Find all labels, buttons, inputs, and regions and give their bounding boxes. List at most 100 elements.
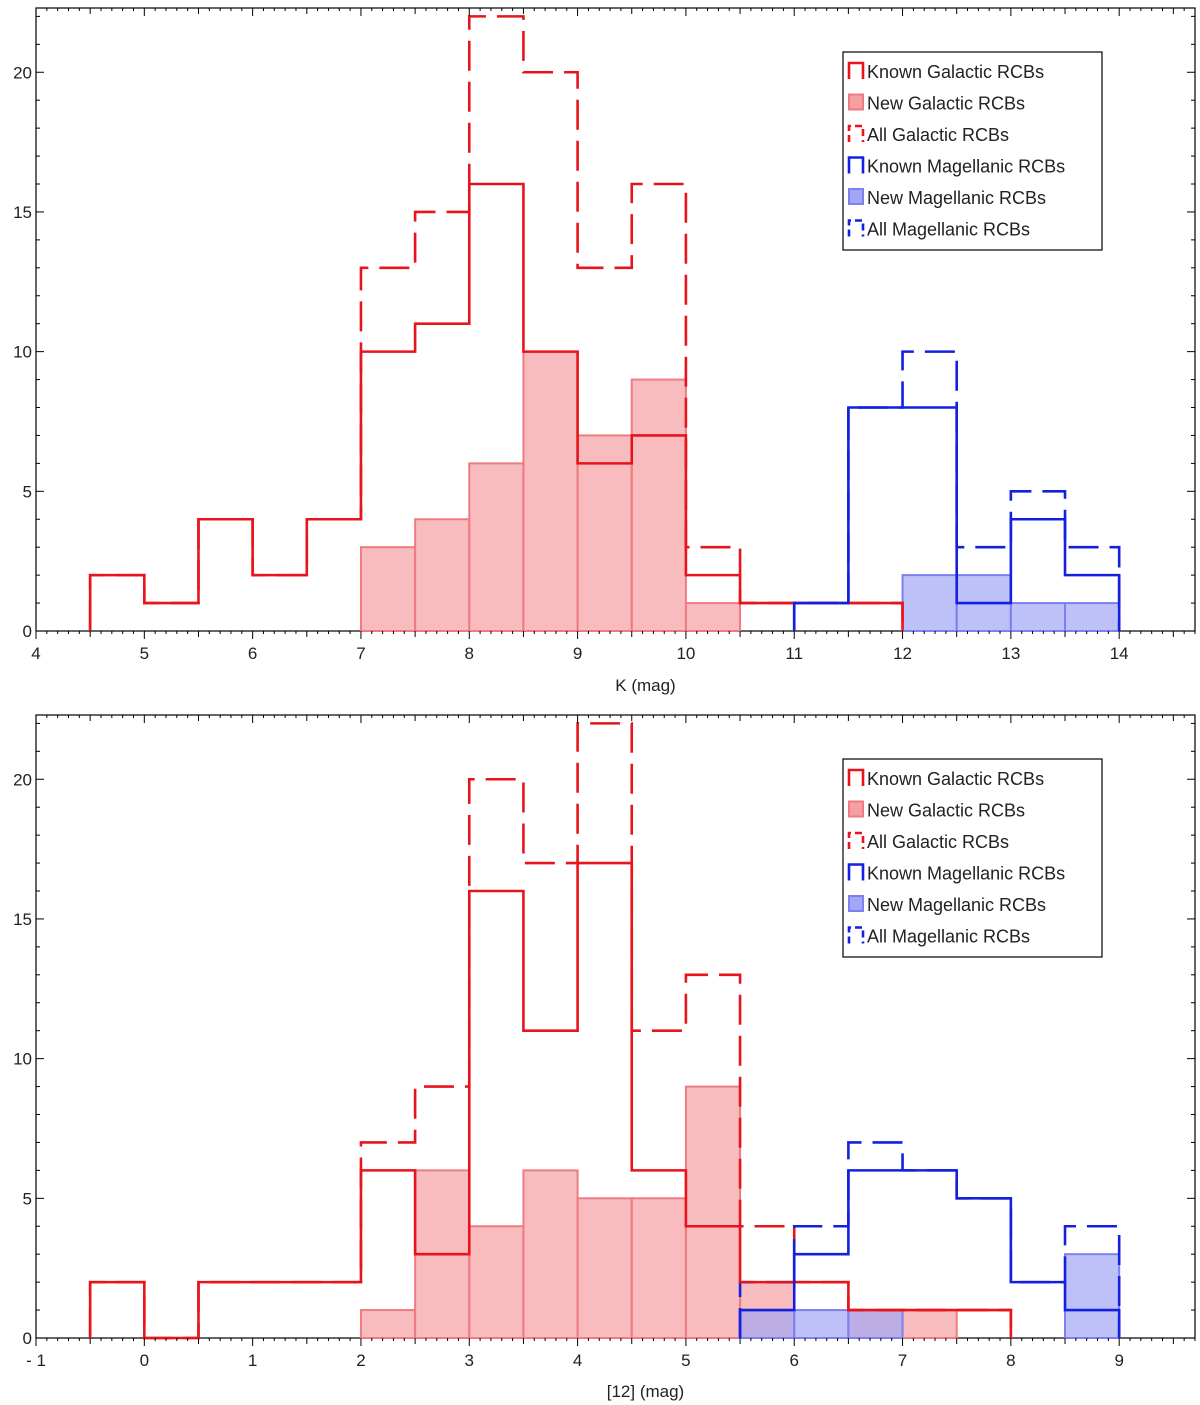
12-micron-magnitude-histogram-panel: - 1 0 1 2 3 4 5 6 7 8 9 [12] (mag) 0 5 10 15 20 Known Gal… [13, 714, 1196, 1401]
legend-swatch [847, 124, 865, 142]
bar-new-galactic-rcbs-bin-5 [630, 1197, 687, 1339]
y-tick-label: 10 [13, 343, 32, 362]
y-tick-label: 15 [13, 203, 32, 222]
bar-new-galactic-rcbs-bin-5 [630, 378, 687, 633]
x-tick-label: 9 [573, 644, 582, 663]
legend-item-known-magellanic-rcbs: Known Magellanic RCBs [847, 156, 1065, 177]
bar-new-magellanic-rcbs-bin-2 [1009, 602, 1067, 633]
x-tick-label: 3 [465, 1351, 474, 1370]
x-tick-label: 7 [356, 644, 365, 663]
legend-item-new-galactic-rcbs: New Galactic RCBs [848, 93, 1025, 114]
x-tick-label: 5 [681, 1351, 690, 1370]
x-axis: 4 5 6 7 8 9 10 11 12 13 14 K (mag) [31, 8, 1196, 695]
legend-label: All Magellanic RCBs [867, 927, 1030, 947]
bar-new-galactic-rcbs-bin-1 [414, 518, 471, 632]
y-axis: 0 5 10 15 20 [13, 722, 1195, 1348]
bar-new-magellanic-rcbs-bin-3 [1064, 602, 1121, 633]
legend-label: New Galactic RCBs [867, 801, 1025, 821]
x-tick-label: 6 [248, 644, 257, 663]
bar-new-galactic-rcbs-bin-3 [522, 1169, 579, 1340]
bar-new-galactic-rcbs-bin-0 [359, 546, 417, 633]
y-tick-label: 5 [23, 482, 32, 501]
bar-new-magellanic-rcbs-bin-6 [1064, 1253, 1121, 1340]
bar-new-galactic-rcbs-bin-6 [684, 1085, 742, 1340]
legend-swatch [848, 800, 864, 818]
legend-item-new-magellanic-rcbs: New Magellanic RCBs [848, 188, 1046, 208]
y-tick-label: 0 [23, 1329, 32, 1348]
y-tick-label: 15 [13, 910, 32, 929]
x-tick-label: 11 [785, 644, 803, 663]
x-tick-label: 4 [31, 644, 40, 663]
legend-label: New Magellanic RCBs [867, 188, 1046, 208]
bar-new-galactic-rcbs-bin-2 [468, 462, 525, 632]
k-magnitude-histogram-panel: 4 5 6 7 8 9 10 11 12 13 14 K (mag) 0 5 10 15 20 Known Gal… [13, 7, 1196, 695]
bar-new-galactic-rcbs-bin-2 [468, 1225, 525, 1339]
legend-item-known-galactic-rcbs: Known Galactic RCBs [847, 768, 1044, 789]
legend-box [842, 758, 1103, 958]
legend-label: All Galactic RCBs [867, 832, 1009, 852]
y-tick-label: 5 [23, 1189, 32, 1208]
legend-swatch [847, 863, 865, 881]
x-tick-label: 7 [898, 1351, 907, 1370]
legend-swatch [847, 156, 865, 174]
legend-item-all-magellanic-rcbs: All Magellanic RCBs [847, 926, 1030, 947]
legend-swatch [847, 768, 865, 786]
bar-new-magellanic-rcbs-bin-0 [739, 1309, 796, 1339]
x-axis-label: K (mag) [615, 676, 675, 695]
x-tick-label: 13 [1001, 644, 1020, 663]
y-tick-label: 20 [13, 770, 32, 789]
legend-swatch [847, 61, 865, 79]
y-tick-label: 0 [23, 622, 32, 641]
bar-new-magellanic-rcbs-bin-2 [847, 1309, 904, 1339]
x-tick-label: 10 [676, 644, 695, 663]
legend-item-all-galactic-rcbs: All Galactic RCBs [847, 831, 1009, 852]
bar-new-magellanic-rcbs-bin-0 [901, 574, 958, 632]
step-line-known-galactic-rcbs [88, 182, 904, 631]
x-axis-label: [12] (mag) [607, 1382, 684, 1401]
x-tick-label: 0 [140, 1351, 149, 1370]
x-tick-label: 12 [893, 644, 912, 663]
step-line-known-magellanic-rcbs [792, 406, 1121, 631]
x-tick-label: 6 [789, 1351, 798, 1370]
bar-new-magellanic-rcbs-bin-1 [793, 1309, 850, 1339]
bar-new-galactic-rcbs-bin-0 [359, 1309, 417, 1339]
y-tick-label: 10 [13, 1050, 32, 1069]
step-line-known-galactic-rcbs [88, 861, 1013, 1340]
bar-new-galactic-rcbs-bin-3 [522, 350, 579, 632]
legend-swatch [848, 93, 864, 111]
legend-swatch [847, 219, 865, 237]
legend-item-new-galactic-rcbs: New Galactic RCBs [848, 800, 1025, 821]
legend-label: Known Magellanic RCBs [867, 864, 1065, 884]
x-tick-label: 9 [1114, 1351, 1123, 1370]
x-tick-label: - 1 [26, 1351, 46, 1370]
x-tick-label: 5 [140, 644, 149, 663]
legend-label: New Magellanic RCBs [867, 895, 1046, 915]
step-line-all-magellanic-rcbs [738, 1141, 1121, 1338]
legend-label: All Magellanic RCBs [867, 220, 1030, 240]
bar-new-galactic-rcbs-bin-10 [901, 1309, 958, 1339]
step-line-known-magellanic-rcbs [738, 1169, 1121, 1338]
bar-new-galactic-rcbs-bin-4 [576, 434, 633, 632]
legend-item-new-magellanic-rcbs: New Magellanic RCBs [848, 895, 1046, 915]
legend-label: All Galactic RCBs [867, 125, 1009, 145]
x-tick-label: 14 [1110, 644, 1129, 663]
bar-new-galactic-rcbs-bin-4 [576, 1197, 633, 1339]
legend-label: Known Galactic RCBs [867, 769, 1044, 789]
y-tick-label: 20 [13, 63, 32, 82]
legend-item-all-magellanic-rcbs: All Magellanic RCBs [847, 219, 1030, 240]
series-new-magellanic-rcbs [901, 574, 1121, 633]
legend-item-known-magellanic-rcbs: Known Magellanic RCBs [847, 863, 1065, 884]
bar-new-galactic-rcbs-bin-6 [684, 602, 742, 633]
series-new-galactic-rcbs [359, 350, 742, 633]
legend-swatch [848, 188, 864, 205]
legend-swatch [847, 926, 865, 944]
legend: Known Galactic RCBs New Galactic RCBs All … [842, 51, 1103, 251]
series-new-galactic-rcbs [359, 1085, 958, 1340]
legend-swatch [847, 831, 865, 849]
legend-box [842, 51, 1103, 251]
y-axis: 0 5 10 15 20 [13, 15, 1195, 641]
x-tick-label: 4 [573, 1351, 582, 1370]
x-axis: - 1 0 1 2 3 4 5 6 7 8 9 [12] (mag) [26, 715, 1196, 1401]
legend-item-known-galactic-rcbs: Known Galactic RCBs [847, 61, 1044, 82]
